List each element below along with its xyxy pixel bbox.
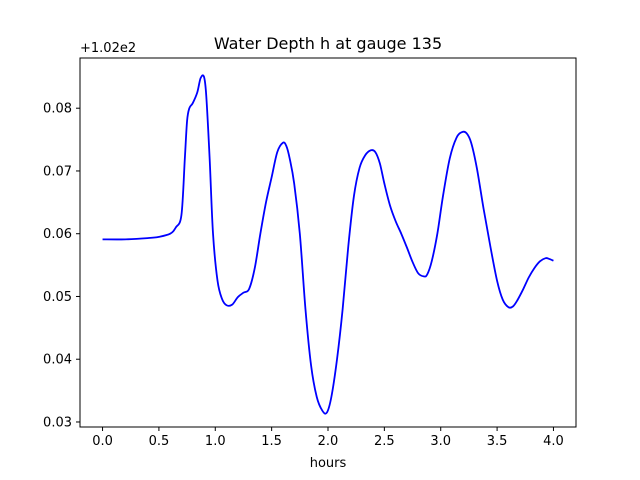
y-axis: 0.03 0.04 0.05 0.06 0.07 0.08 (43, 102, 80, 430)
x-tick-label: 2.0 (318, 434, 339, 449)
series-line (102, 74, 554, 415)
y-tick-label: 0.04 (43, 353, 72, 368)
y-offset-label: +1.02e2 (80, 41, 136, 56)
x-tick-label: 0.0 (92, 434, 113, 449)
x-tick-label: 2.5 (374, 434, 395, 449)
x-axis: 0.0 0.5 1.0 1.5 2.0 2.5 3.0 3.5 4.0 (92, 427, 564, 449)
chart-title: Water Depth h at gauge 135 (214, 34, 442, 53)
x-tick-label: 3.0 (430, 434, 451, 449)
x-tick-label: 4.0 (543, 434, 564, 449)
x-tick-label: 1.0 (205, 434, 226, 449)
y-tick-label: 0.03 (43, 415, 72, 430)
x-tick-label: 3.5 (487, 434, 508, 449)
y-tick-label: 0.07 (43, 164, 72, 179)
y-tick-label: 0.08 (43, 102, 72, 117)
y-tick-label: 0.06 (43, 227, 72, 242)
x-tick-label: 1.5 (261, 434, 282, 449)
x-tick-label: 0.5 (149, 434, 170, 449)
y-tick-label: 0.05 (43, 290, 72, 305)
series-group (102, 74, 554, 415)
x-axis-label: hours (310, 456, 347, 471)
